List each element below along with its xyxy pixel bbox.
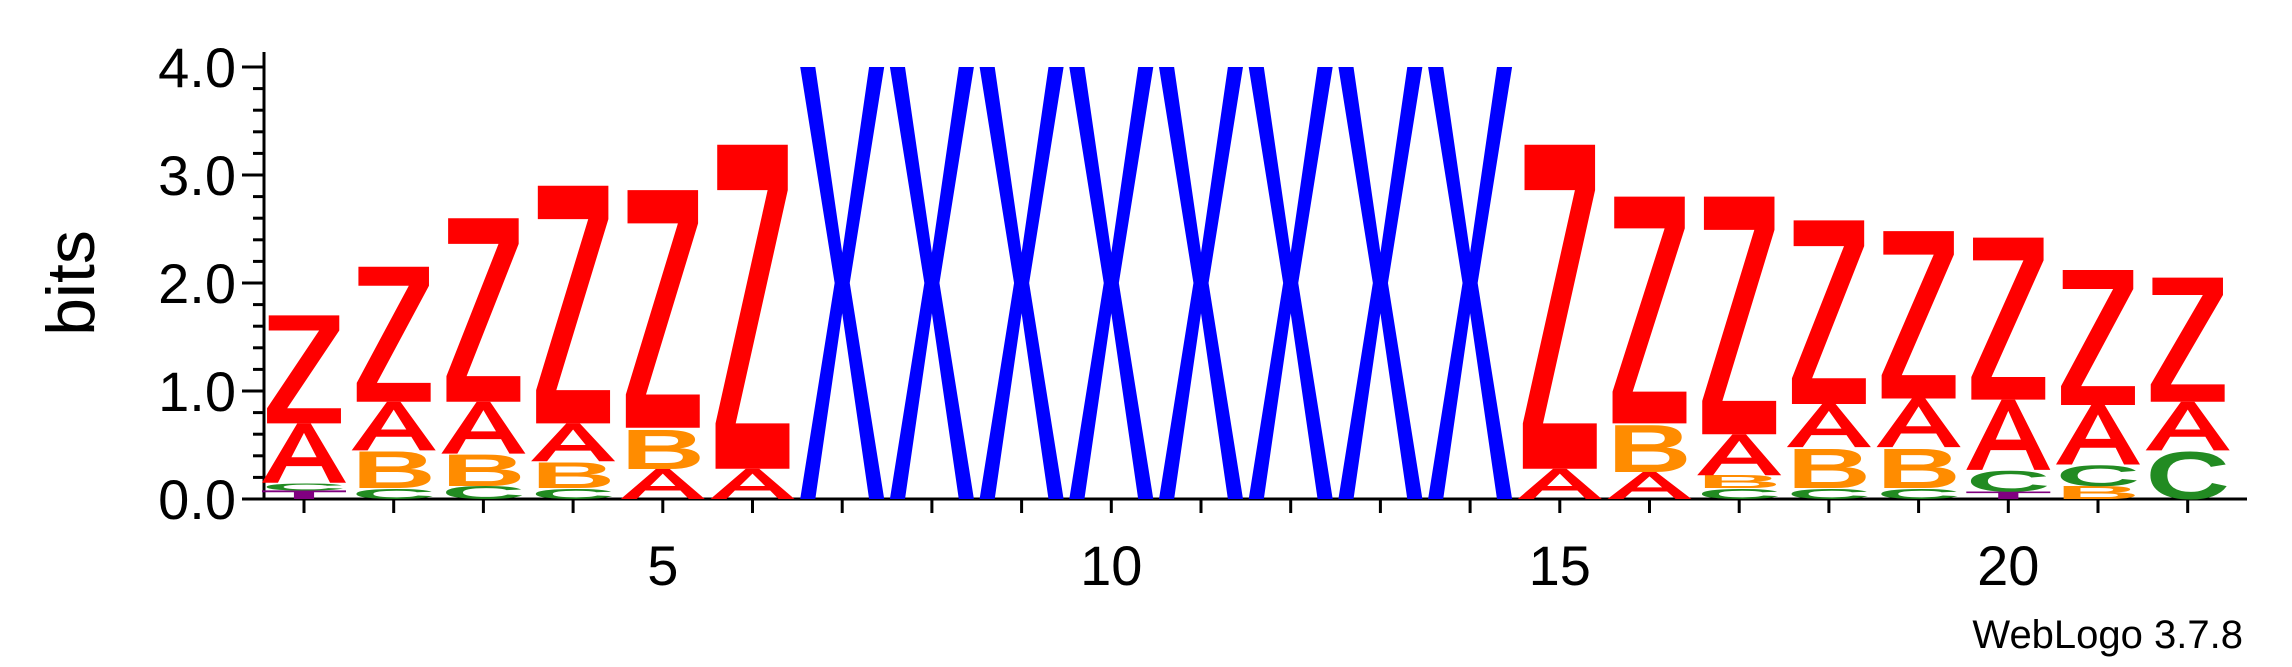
glyph-X xyxy=(1428,67,1513,500)
glyph-A xyxy=(2145,401,2230,451)
glyph-X xyxy=(1338,67,1423,500)
logo-column-19: CB xyxy=(1876,231,1961,502)
glyph-B: B xyxy=(352,441,436,500)
glyph-A xyxy=(262,423,346,483)
y-tick-label: 2.0 xyxy=(158,252,236,315)
logo-column-14 xyxy=(1428,67,1513,500)
glyph-T xyxy=(262,490,346,499)
logo-column-20: C xyxy=(1966,237,2051,499)
glyph-A xyxy=(531,423,616,462)
glyph-B: B xyxy=(531,455,615,497)
logo-column-21: BC xyxy=(2056,270,2140,503)
logo-column-18: CB xyxy=(1787,220,1871,502)
glyph-C: C xyxy=(262,481,346,493)
glyph-A xyxy=(1876,398,1961,448)
logo-column-2: CB xyxy=(351,266,436,502)
logo-column-16: B xyxy=(1607,196,1692,499)
glyph-Z xyxy=(1791,220,1866,404)
glyph-A xyxy=(2056,405,2140,465)
glyph-Z xyxy=(1971,237,2046,400)
glyph-Z xyxy=(446,218,521,402)
glyph-C: C xyxy=(531,485,615,502)
logo-column-10 xyxy=(1069,67,1154,500)
x-tick-label: 15 xyxy=(1529,534,1591,597)
x-tick-label: 5 xyxy=(647,534,678,597)
glyph-Z xyxy=(267,315,341,424)
glyph-A xyxy=(1607,472,1692,499)
glyph-Z xyxy=(2150,277,2225,402)
logo-column-6 xyxy=(710,144,795,499)
glyph-A xyxy=(351,401,436,451)
glyph-A xyxy=(441,401,526,454)
glyph-Z xyxy=(1522,144,1597,469)
glyph-B: B xyxy=(441,445,525,495)
glyph-Z xyxy=(625,190,700,428)
glyph-C: C xyxy=(2056,459,2140,492)
glyph-C: C xyxy=(1697,485,1781,502)
x-tick-label: 20 xyxy=(1977,534,2039,597)
glyph-Z xyxy=(1702,196,1777,435)
glyph-Z xyxy=(1612,196,1687,424)
logo-column-22: C xyxy=(2145,277,2230,514)
glyph-X xyxy=(800,67,885,500)
glyph-B: B xyxy=(1787,437,1871,500)
glyph-C: C xyxy=(352,485,436,502)
glyph-Z xyxy=(1881,231,1956,399)
logo-column-9 xyxy=(979,67,1064,500)
glyph-C: C xyxy=(1876,485,1960,502)
glyph-A xyxy=(1517,468,1602,499)
glyph-T xyxy=(1966,491,2051,499)
x-axis: 5 10 15 20 xyxy=(264,497,2247,597)
glyph-X xyxy=(1248,67,1333,500)
glyph-A xyxy=(1786,403,1871,448)
logo-column-8 xyxy=(889,67,974,500)
logo-column-12 xyxy=(1248,67,1333,500)
x-tick-label: 10 xyxy=(1080,534,1142,597)
glyph-X xyxy=(889,67,974,500)
logo-column-17: CB xyxy=(1697,196,1782,502)
glyph-X xyxy=(1159,67,1243,500)
glyph-C: C xyxy=(1787,485,1871,502)
logo-column-1: C xyxy=(262,315,346,499)
logo-column-15 xyxy=(1517,144,1602,499)
logo-column-4: CB xyxy=(531,185,616,502)
glyph-B: B xyxy=(1697,472,1781,492)
logo-column-3: CB xyxy=(441,218,526,503)
glyph-B: B xyxy=(1876,437,1960,500)
glyph-A xyxy=(1697,434,1782,476)
y-tick-label: 0.0 xyxy=(158,468,236,531)
logo-column-13 xyxy=(1338,67,1423,500)
glyph-C: C xyxy=(2146,439,2230,514)
weblogo-credit: WebLogo 3.7.8 xyxy=(1972,613,2243,657)
glyph-B: B xyxy=(621,418,705,481)
glyph-A xyxy=(1966,399,2051,470)
y-axis-label: bits xyxy=(33,230,109,336)
glyph-Z xyxy=(2061,270,2135,406)
y-tick-label: 1.0 xyxy=(158,360,236,423)
glyph-Z xyxy=(715,144,790,469)
y-tick-label: 4.0 xyxy=(158,36,236,99)
glyph-X xyxy=(979,67,1064,500)
y-axis: 0.0 1.0 2.0 3.0 4.0 xyxy=(158,36,266,531)
logo-column-7 xyxy=(800,67,885,500)
glyph-B: B xyxy=(1607,412,1691,487)
glyph-C: C xyxy=(441,483,525,503)
glyph-X xyxy=(1069,67,1154,500)
y-tick-label: 3.0 xyxy=(158,144,236,207)
glyph-B: B xyxy=(2056,483,2140,503)
logo-column-11 xyxy=(1159,67,1243,500)
glyph-C: C xyxy=(1966,465,2050,498)
glyph-A xyxy=(620,468,705,499)
glyph-Z xyxy=(536,185,611,424)
logo-column-5: B xyxy=(621,190,705,499)
glyph-A xyxy=(710,468,795,499)
glyph-Z xyxy=(356,266,431,402)
